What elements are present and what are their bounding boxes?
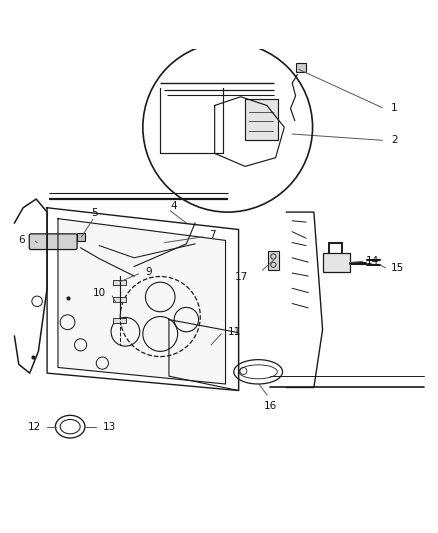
Text: 12: 12 bbox=[28, 422, 42, 432]
FancyBboxPatch shape bbox=[113, 280, 126, 285]
Text: 15: 15 bbox=[391, 263, 404, 273]
Text: 4: 4 bbox=[170, 201, 177, 212]
Text: 5: 5 bbox=[92, 208, 98, 219]
Text: 14: 14 bbox=[366, 256, 379, 266]
Text: 1: 1 bbox=[391, 103, 398, 112]
Text: 7: 7 bbox=[209, 230, 216, 240]
Text: 6: 6 bbox=[19, 236, 25, 245]
Text: 11: 11 bbox=[228, 327, 241, 337]
Polygon shape bbox=[58, 219, 226, 384]
Text: 13: 13 bbox=[102, 422, 116, 432]
FancyBboxPatch shape bbox=[268, 251, 279, 270]
Text: 16: 16 bbox=[264, 400, 277, 410]
FancyBboxPatch shape bbox=[113, 318, 126, 323]
Text: 2: 2 bbox=[391, 135, 398, 146]
FancyBboxPatch shape bbox=[113, 297, 126, 302]
FancyBboxPatch shape bbox=[77, 233, 85, 241]
FancyBboxPatch shape bbox=[296, 63, 306, 72]
FancyBboxPatch shape bbox=[29, 234, 77, 249]
Text: 10: 10 bbox=[93, 288, 106, 297]
Text: 9: 9 bbox=[145, 267, 152, 277]
FancyBboxPatch shape bbox=[322, 254, 350, 272]
FancyBboxPatch shape bbox=[245, 99, 278, 140]
Text: 17: 17 bbox=[235, 272, 248, 282]
